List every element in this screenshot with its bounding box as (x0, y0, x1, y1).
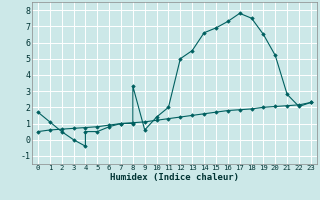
X-axis label: Humidex (Indice chaleur): Humidex (Indice chaleur) (110, 173, 239, 182)
